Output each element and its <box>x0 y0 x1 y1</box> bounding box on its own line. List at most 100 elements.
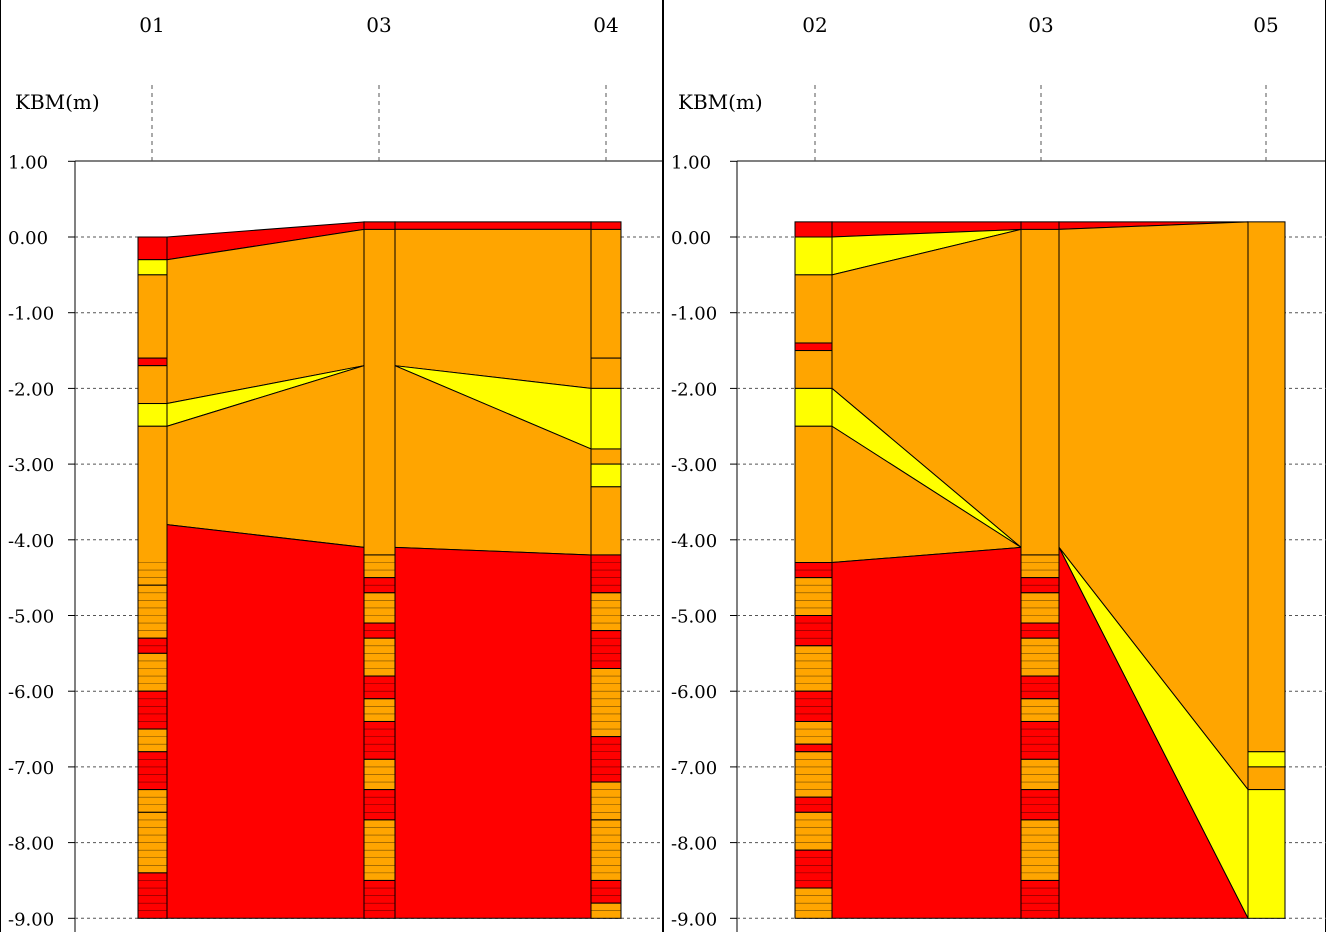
y-tick-label: -6.00 <box>671 682 717 703</box>
borehole-layer <box>794 720 833 745</box>
borehole-layer <box>363 720 396 760</box>
borehole-layer <box>1020 698 1060 722</box>
borehole-03 <box>363 221 396 919</box>
y-tick-label: -5.00 <box>671 607 717 628</box>
y-tick-label: -1.00 <box>8 304 54 325</box>
y-tick-label: -2.00 <box>671 379 717 400</box>
borehole-layer <box>590 592 622 632</box>
borehole-02 <box>794 221 833 919</box>
borehole-layer <box>590 448 622 465</box>
borehole-layer <box>794 849 833 889</box>
borehole-layer <box>137 357 168 367</box>
borehole-layer <box>590 879 622 904</box>
borehole-layer <box>794 387 833 427</box>
y-tick-label: -8.00 <box>671 834 717 855</box>
y-tick-label: -3.00 <box>8 455 54 476</box>
correlation-zone <box>394 228 592 389</box>
borehole-layer <box>137 259 168 276</box>
borehole-layer <box>137 652 168 692</box>
y-tick-label: -3.00 <box>671 455 717 476</box>
borehole-layer <box>590 486 622 556</box>
borehole-layer <box>137 584 168 639</box>
borehole-layer <box>363 637 396 677</box>
borehole-03 <box>1020 221 1060 919</box>
borehole-layer <box>1020 637 1060 677</box>
borehole-layer <box>590 630 622 669</box>
y-tick-label: -7.00 <box>8 758 54 779</box>
borehole-label-03: 03 <box>1028 13 1053 37</box>
borehole-layer <box>137 403 168 427</box>
borehole-layer <box>1247 789 1286 919</box>
borehole-label-01: 01 <box>139 13 164 37</box>
borehole-layer <box>1020 554 1060 579</box>
borehole-layer <box>1020 879 1060 919</box>
cross-section-panel-right: 02 03 05 KBM(m) 1.00 0.00 -1.00 -2.00 -3.00 -4.00… <box>663 0 1326 932</box>
borehole-layer <box>363 675 396 700</box>
borehole-layer <box>137 751 168 791</box>
y-tick-label: 1.00 <box>8 152 48 173</box>
y-tick-label: -6.00 <box>8 682 54 703</box>
borehole-layer <box>1020 228 1060 556</box>
borehole-layer <box>137 728 168 753</box>
y-tick-label: -4.00 <box>671 531 717 552</box>
borehole-layer <box>794 425 833 564</box>
borehole-layer <box>794 274 833 344</box>
borehole-layer <box>1247 766 1286 791</box>
y-tick-label: -9.00 <box>8 909 54 930</box>
borehole-layer <box>590 221 622 230</box>
y-tick-label: -8.00 <box>8 834 54 855</box>
y-tick-label: 0.00 <box>671 228 711 249</box>
borehole-layer <box>137 274 168 359</box>
borehole-layer <box>794 811 833 851</box>
borehole-layer <box>590 228 622 359</box>
borehole-layer <box>590 357 622 389</box>
y-tick-label: -9.00 <box>671 909 717 930</box>
borehole-layer <box>363 554 396 579</box>
borehole-layer <box>137 236 168 261</box>
borehole-layer <box>794 221 833 238</box>
y-axis-title: KBM(m) <box>678 90 763 114</box>
correlation-zone <box>831 546 1022 919</box>
borehole-layer <box>363 228 396 556</box>
borehole-label-03: 03 <box>366 13 391 37</box>
y-tick-label: 0.00 <box>8 228 48 249</box>
correlation-zone <box>394 221 592 230</box>
borehole-layer <box>1020 720 1060 760</box>
borehole-layer <box>590 387 622 450</box>
borehole-04 <box>590 221 622 919</box>
borehole-layer <box>137 789 168 813</box>
borehole-layer <box>794 743 833 753</box>
borehole-05 <box>1247 221 1286 919</box>
borehole-label-05: 05 <box>1253 13 1278 37</box>
borehole-layer <box>363 879 396 919</box>
borehole-layer <box>794 577 833 617</box>
y-tick-label: -2.00 <box>8 379 54 400</box>
y-tick-label: -7.00 <box>671 758 717 779</box>
borehole-layer <box>794 350 833 389</box>
borehole-layer <box>363 698 396 722</box>
borehole-layer <box>137 690 168 730</box>
borehole-label-04: 04 <box>593 13 618 37</box>
correlation-zone <box>394 546 592 919</box>
borehole-layer <box>590 463 622 488</box>
borehole-layer <box>137 365 168 405</box>
borehole-layer <box>363 221 396 230</box>
borehole-layer <box>1020 221 1060 230</box>
y-tick-label: -5.00 <box>8 607 54 628</box>
y-axis-title: KBM(m) <box>15 90 100 114</box>
borehole-layer <box>590 554 622 594</box>
correlation-zone <box>166 524 365 919</box>
borehole-layer <box>794 342 833 352</box>
borehole-layer <box>590 667 622 738</box>
borehole-layer <box>794 236 833 276</box>
borehole-01 <box>137 236 168 919</box>
cross-section-panel-left: 01 03 04 KBM(m) 1.00 0.00 -1.00 -2.00 -3.00 -4.00… <box>0 0 663 932</box>
y-tick-label: 1.00 <box>671 152 711 173</box>
borehole-layer <box>1247 221 1286 753</box>
borehole-layer <box>137 425 168 586</box>
y-tick-label: -1.00 <box>671 304 717 325</box>
y-tick-label: -4.00 <box>8 531 54 552</box>
borehole-label-02: 02 <box>802 13 827 37</box>
borehole-layer <box>1020 675 1060 700</box>
